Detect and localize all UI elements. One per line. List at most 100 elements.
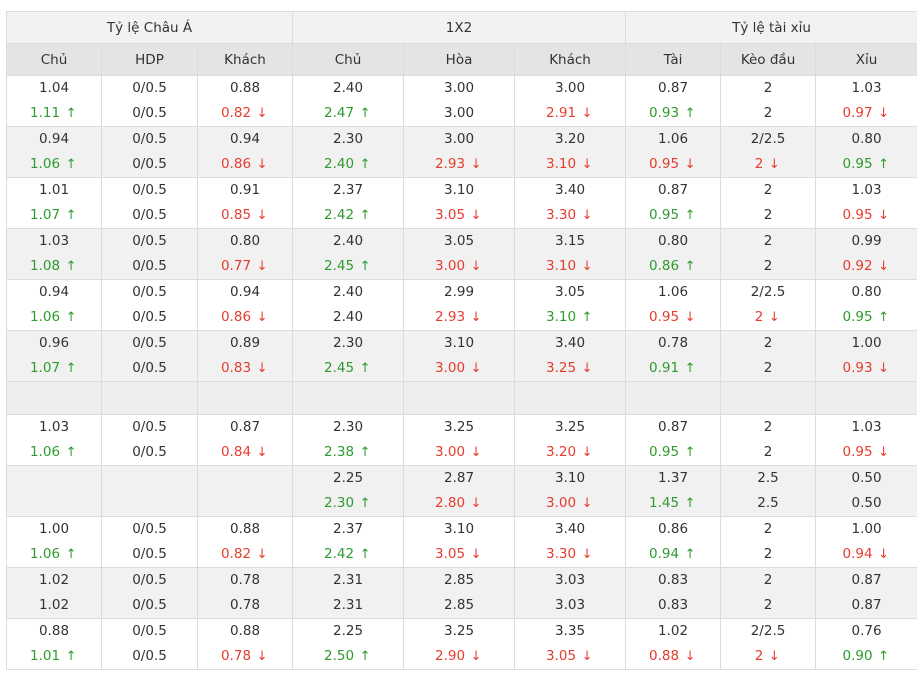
arrow-up-icon: ↑ (65, 208, 77, 223)
odds-cell: 0.80 0.77 ↓ (196, 228, 294, 280)
live-value: 3.10 (545, 258, 577, 274)
arrow-up-icon: ↑ (359, 259, 371, 274)
live-value: 2.5 (757, 495, 779, 511)
live-value: 3.05 (434, 207, 466, 223)
live-value: 0.97 (842, 105, 873, 121)
arrow-up-icon: ↑ (581, 310, 593, 325)
live-odds: 1.08 ↑ (7, 254, 101, 279)
opening-odds: 2 (721, 229, 815, 254)
opening-value: 2/2.5 (750, 623, 786, 639)
opening-odds: 2/2.5 (721, 280, 815, 305)
odds-cell (196, 465, 294, 517)
live-odds: 0/0.5 (102, 305, 197, 330)
opening-value: 3.25 (554, 419, 586, 435)
empty-cell (292, 381, 405, 415)
odds-cell: 0.94 0.86 ↓ (196, 126, 294, 178)
odds-cell: 2.30 2.40 ↑ (292, 126, 405, 178)
live-value: 0/0.5 (132, 648, 167, 664)
live-odds: 0.97 ↓ (816, 101, 917, 126)
live-odds: 0.50 (816, 491, 917, 516)
column-header-opening-line: Kèo đầu (720, 43, 817, 76)
opening-odds: 0/0.5 (102, 229, 197, 254)
live-odds: 1.45 ↑ (626, 491, 720, 516)
odds-cell: 1.03 0.95 ↓ (815, 177, 917, 229)
live-odds: 0/0.5 (102, 644, 197, 669)
odds-cell: 1.03 1.06 ↑ (6, 414, 102, 466)
live-value: 0.90 (842, 648, 873, 664)
arrow-down-icon: ↓ (684, 649, 696, 664)
live-odds: 2 (721, 356, 815, 381)
opening-odds: 2 (721, 517, 815, 542)
live-value: 1.11 (29, 105, 61, 121)
arrow-down-icon: ↓ (581, 445, 593, 460)
live-odds: 0.92 ↓ (816, 254, 917, 279)
live-odds (7, 491, 101, 516)
empty-cell (6, 381, 102, 415)
live-value: 0.95 (842, 156, 873, 172)
opening-odds: 2.37 (293, 178, 403, 203)
opening-value: 2.99 (443, 284, 475, 300)
opening-odds: 3.00 (515, 76, 625, 101)
live-odds: 0/0.5 (102, 593, 197, 618)
opening-value: 2 (763, 419, 773, 435)
column-header-under: Xỉu (815, 43, 917, 76)
opening-value: 0.86 (658, 521, 689, 537)
opening-odds: 0.88 (198, 517, 292, 542)
arrow-down-icon: ↓ (581, 496, 593, 511)
opening-odds: 1.04 (7, 76, 101, 101)
opening-odds: 2/2.5 (721, 127, 815, 152)
odds-cell: 2.25 2.30 ↑ (292, 465, 405, 517)
opening-odds: 3.35 (515, 619, 625, 644)
live-odds: 0.90 ↑ (816, 644, 917, 669)
odds-cell: 0/0.5 0/0.5 (101, 228, 198, 280)
live-odds: 3.10 ↓ (515, 254, 625, 279)
odds-table: Tỷ lệ Châu Á 1X2 Tỷ lệ tài xỉu Chủ HDP K… (5, 11, 917, 670)
opening-value: 3.40 (554, 335, 586, 351)
live-value: 0/0.5 (132, 546, 167, 562)
opening-value: 2 (763, 521, 773, 537)
odds-cell: 0.91 0.85 ↓ (196, 177, 294, 229)
live-value: 2.40 (323, 156, 355, 172)
live-value: 3.30 (545, 546, 577, 562)
odds-cell: 3.15 3.10 ↓ (514, 228, 627, 280)
opening-odds: 3.25 (404, 619, 514, 644)
opening-value: 0.88 (229, 623, 261, 639)
empty-cell (514, 381, 627, 415)
opening-odds: 1.02 (626, 619, 720, 644)
opening-value: 1.04 (38, 80, 70, 96)
opening-value: 0.96 (38, 335, 70, 351)
live-odds: 1.06 ↑ (7, 440, 101, 465)
arrow-up-icon: ↑ (359, 208, 371, 223)
opening-value: 0.80 (229, 233, 261, 249)
live-odds: 0.82 ↓ (198, 101, 292, 126)
opening-value: 2 (763, 572, 773, 588)
opening-value: 0.94 (229, 131, 261, 147)
live-odds: 0.95 ↑ (816, 152, 917, 177)
live-odds: 0.86 ↓ (198, 305, 292, 330)
arrow-up-icon: ↑ (65, 361, 77, 376)
arrow-up-icon: ↑ (684, 547, 696, 562)
opening-value: 2 (763, 233, 773, 249)
live-value: 1.45 (649, 495, 680, 511)
opening-odds: 1.03 (816, 415, 917, 440)
opening-value: 0.88 (229, 521, 261, 537)
odds-cell: 0.88 1.01 ↑ (6, 618, 102, 670)
live-odds: 2.80 ↓ (404, 491, 514, 516)
live-odds: 2.42 ↑ (293, 203, 403, 228)
live-value: 0/0.5 (132, 444, 167, 460)
opening-odds: 3.05 (404, 229, 514, 254)
opening-odds: 0.87 (626, 76, 720, 101)
opening-value: 1.37 (658, 470, 689, 486)
opening-odds: 2.25 (293, 466, 403, 491)
live-value: 0/0.5 (132, 309, 167, 325)
arrow-down-icon: ↓ (256, 547, 268, 562)
opening-odds: 3.40 (515, 517, 625, 542)
opening-odds: 0/0.5 (102, 619, 197, 644)
odds-cell: 2.85 2.85 (403, 567, 516, 619)
arrow-up-icon: ↑ (359, 547, 371, 562)
live-value: 0/0.5 (132, 207, 167, 223)
live-odds: 2 ↓ (721, 152, 815, 177)
arrow-down-icon: ↓ (256, 361, 268, 376)
